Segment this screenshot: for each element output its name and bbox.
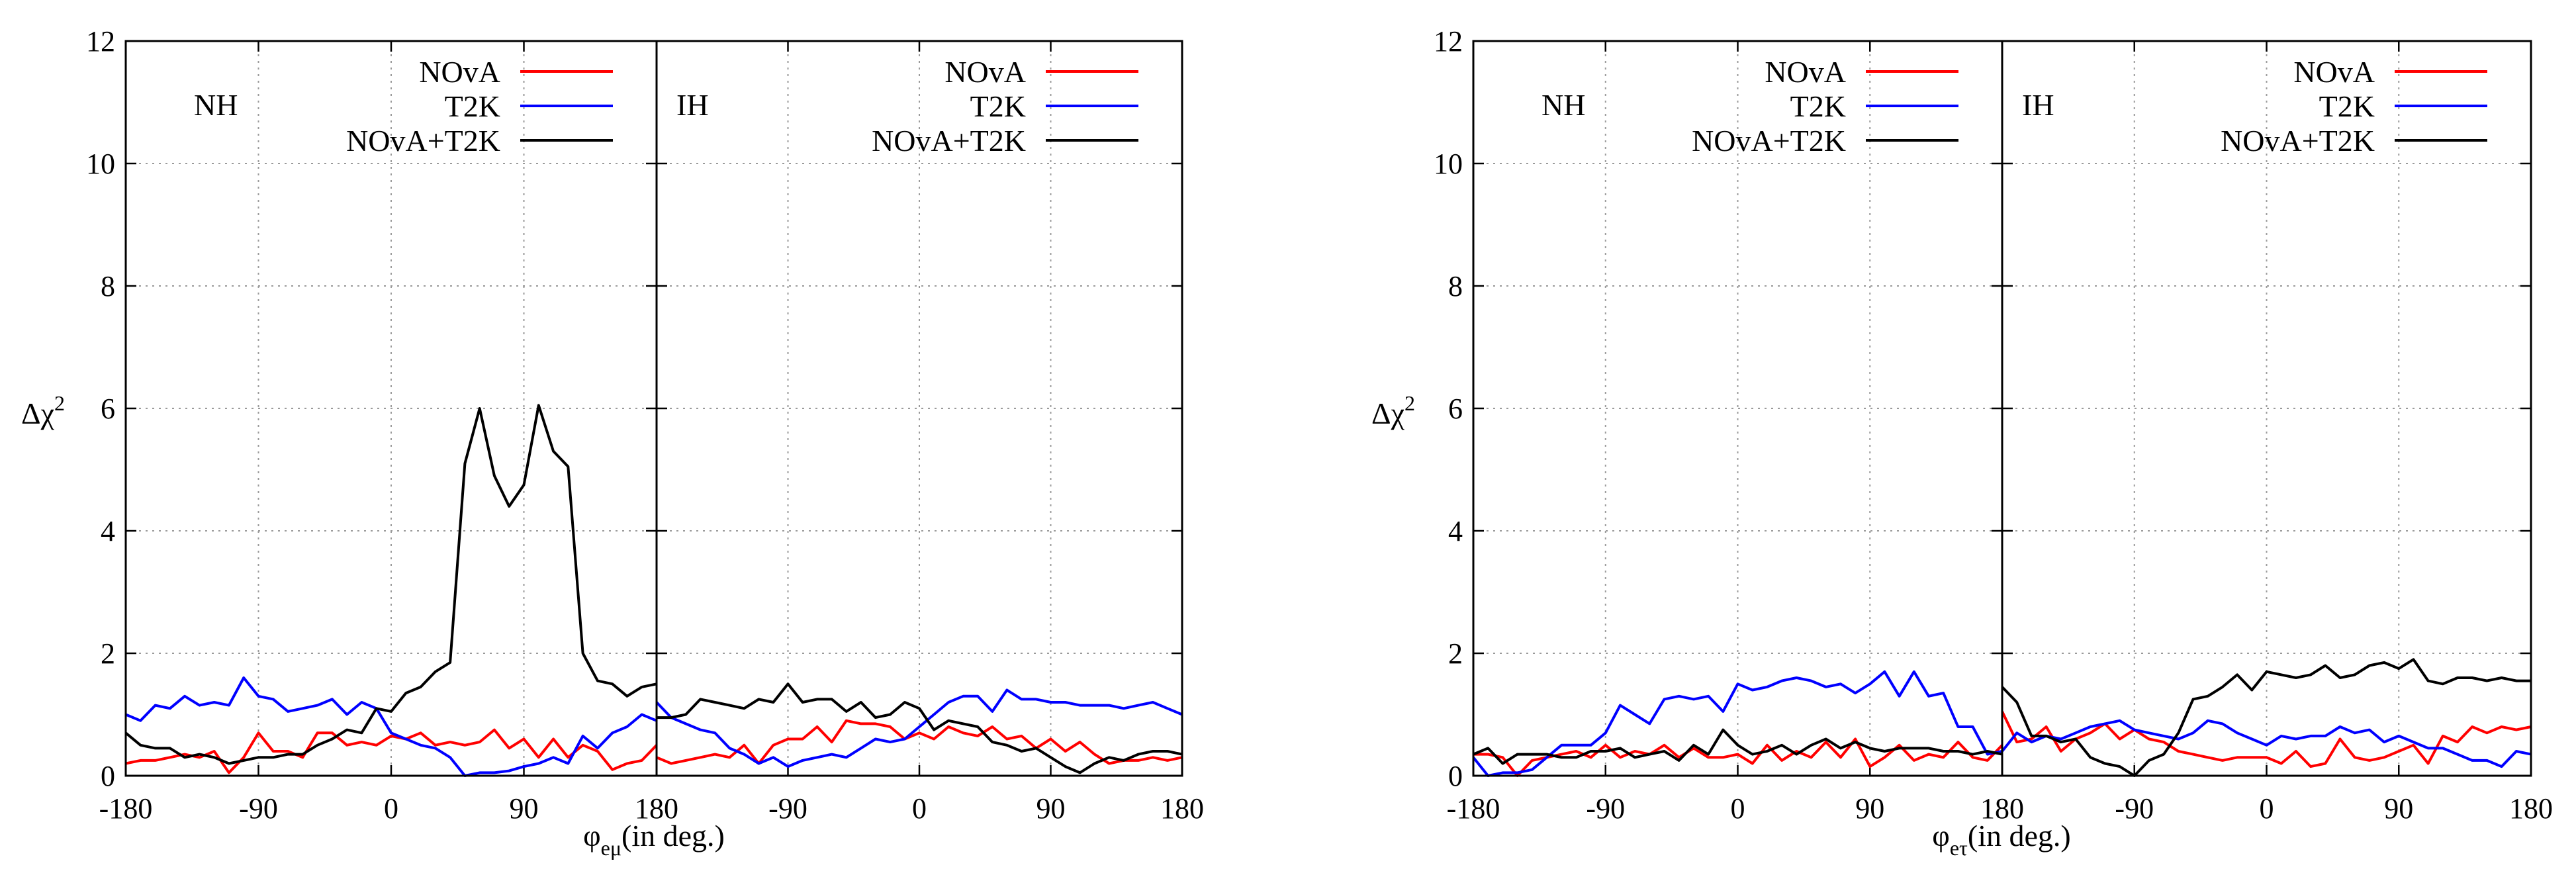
legend-label-t2k: T2K	[970, 89, 1026, 123]
x-axis-label-main: φ	[1932, 819, 1950, 853]
series-t2k	[2001, 719, 2532, 768]
series-nova-t2k	[124, 404, 657, 765]
y-tick-label: 8	[1448, 270, 1463, 302]
x-tick-label: 90	[1855, 792, 1884, 825]
x-axis-label-subscript: eτ	[1950, 836, 1968, 860]
x-tick-label: -90	[768, 792, 807, 825]
y-axis-label-superscript: 2	[54, 391, 65, 415]
y-axis-label-superscript: 2	[1404, 391, 1415, 415]
x-tick-label: -180	[99, 792, 153, 825]
y-axis-label: Δχ2	[1371, 391, 1415, 430]
y-tick-label: 2	[101, 637, 115, 670]
x-tick-label: 180	[2509, 792, 2553, 825]
y-tick-label: 0	[101, 760, 115, 792]
legend-label-t2k: T2K	[445, 89, 500, 123]
x-tick-label: 0	[1731, 792, 1745, 825]
x-tick-label: -90	[239, 792, 278, 825]
x-tick-label: 0	[912, 792, 927, 825]
y-tick-label: 6	[101, 393, 115, 425]
series-nova-t2k	[1473, 728, 2003, 765]
legend-label-t2k: T2K	[2319, 89, 2375, 123]
x-tick-label: 0	[2260, 792, 2274, 825]
x-tick-label: -90	[2115, 792, 2154, 825]
legend-label-nova-t2k: NOvA+T2K	[346, 124, 500, 158]
x-tick-label: 90	[2384, 792, 2413, 825]
y-tick-label: 12	[1434, 25, 1463, 58]
y-tick-label: 4	[101, 515, 115, 547]
series-nova-t2k	[657, 682, 1183, 774]
legend-label-nova: NOvA	[419, 55, 500, 89]
legend-label-nova: NOvA	[944, 55, 1026, 89]
y-axis-label-main: Δχ	[21, 396, 55, 430]
y-tick-label: 8	[101, 270, 115, 302]
series-nova	[2001, 711, 2532, 768]
x-axis-label-main: φ	[583, 819, 601, 853]
panel-frame	[655, 40, 1183, 777]
series-t2k	[125, 676, 657, 777]
y-tick-label: 2	[1448, 637, 1463, 670]
panel-label: IH	[2022, 88, 2054, 122]
y-axis-label-main: Δχ	[1371, 396, 1405, 430]
series-t2k	[1472, 670, 2003, 777]
legend-label-nova-t2k: NOvA+T2K	[2221, 124, 2375, 158]
x-tick-label: 180	[635, 792, 678, 825]
x-tick-label: 180	[1160, 792, 1204, 825]
legend-label-nova-t2k: NOvA+T2K	[872, 124, 1026, 158]
y-tick-label: 0	[1448, 760, 1463, 792]
x-axis-label-suffix: (in deg.)	[1968, 819, 2071, 853]
series-nova	[656, 719, 1183, 765]
series-nova-t2k	[2001, 658, 2531, 777]
legend-label-nova: NOvA	[2293, 55, 2375, 89]
series-t2k	[655, 688, 1183, 768]
x-axis-label-suffix: (in deg.)	[621, 819, 725, 853]
series-nova	[1473, 737, 2003, 777]
x-axis-label: φeτ(in deg.)	[1932, 819, 2070, 860]
y-tick-label: 10	[1434, 148, 1463, 180]
x-tick-label: 90	[510, 792, 539, 825]
legend-label-nova-t2k: NOvA+T2K	[1692, 124, 1846, 158]
legend-label-t2k: T2K	[1790, 89, 1846, 123]
series-nova	[125, 728, 658, 774]
x-tick-label: -90	[1586, 792, 1625, 825]
x-axis-label-subscript: eμ	[601, 836, 621, 860]
y-axis-label: Δχ2	[21, 391, 65, 430]
panel-label: NH	[1541, 88, 1585, 122]
y-tick-label: 10	[86, 148, 115, 180]
x-axis-label: φeμ(in deg.)	[583, 819, 725, 860]
panel-frame	[2001, 40, 2532, 777]
y-tick-label: 12	[86, 25, 115, 58]
x-tick-label: -180	[1447, 792, 1500, 825]
x-tick-label: 0	[384, 792, 398, 825]
x-tick-label: 180	[1980, 792, 2024, 825]
legend-label-nova: NOvA	[1765, 55, 1846, 89]
y-tick-label: 6	[1448, 393, 1463, 425]
panel-label: NH	[194, 88, 238, 122]
panel-label: IH	[676, 88, 709, 122]
x-tick-label: 90	[1036, 792, 1066, 825]
y-tick-label: 4	[1448, 515, 1463, 547]
